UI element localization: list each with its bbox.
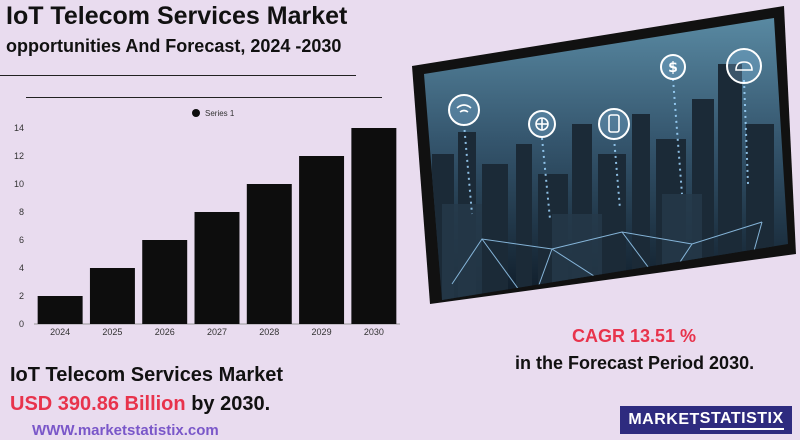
y-tick-label: 6: [19, 235, 24, 245]
logo: MARKET STATISTIX: [620, 406, 792, 434]
svg-text:$: $: [668, 60, 678, 76]
y-tick-label: 10: [14, 179, 24, 189]
market-value: USD 390.86 Billion: [10, 393, 186, 415]
city-network-photo: $: [412, 4, 796, 304]
divider: [0, 75, 356, 76]
cagr-text: CAGR 13.51 %: [572, 326, 697, 346]
x-tick-label: 2029: [312, 327, 332, 337]
logo-text-statistix: STATISTIX: [699, 410, 784, 430]
bar: [89, 268, 135, 324]
logo-text-market: MARKET: [628, 411, 700, 428]
dollar-icon: [660, 54, 686, 80]
bar: [299, 156, 345, 324]
legend-label: Series 1: [205, 109, 235, 118]
x-tick-label: 2024: [50, 327, 70, 337]
y-tick-label: 2: [19, 291, 24, 301]
bar-chart: 0 2 4 6 8 10 12 14 2024 2025 2026 2027 2028 2029 2030 S…: [14, 109, 400, 337]
website-url[interactable]: WWW.marketstatistix.com: [32, 422, 219, 439]
market-value-line: USD 390.86 Billion by 2030.: [10, 393, 270, 416]
phone-icon: [598, 108, 630, 140]
y-tick-label: 8: [19, 207, 24, 217]
page-subtitle: opportunities And Forecast, 2024 -2030: [6, 36, 342, 56]
bar: [351, 128, 397, 324]
x-tick-label: 2027: [207, 327, 227, 337]
market-value-suffix: by 2030.: [191, 393, 271, 415]
bar: [37, 296, 83, 324]
legend-marker: [192, 109, 200, 117]
y-tick-label: 4: [19, 263, 24, 273]
bar: [194, 212, 240, 324]
y-tick-label: 14: [14, 123, 24, 133]
y-tick-label: 0: [19, 319, 24, 329]
forecast-period-text: in the Forecast Period 2030.: [515, 353, 755, 373]
bar: [246, 184, 292, 324]
bar: [142, 240, 188, 324]
x-tick-label: 2026: [155, 327, 175, 337]
market-name: IoT Telecom Services Market: [10, 364, 284, 386]
y-tick-label: 12: [14, 151, 24, 161]
chart-top-rule: [26, 97, 382, 98]
cloud-icon: [726, 48, 762, 84]
page-title: IoT Telecom Services Market: [6, 2, 348, 30]
x-tick-label: 2030: [364, 327, 384, 337]
x-tick-label: 2028: [259, 327, 279, 337]
x-tick-label: 2025: [102, 327, 122, 337]
